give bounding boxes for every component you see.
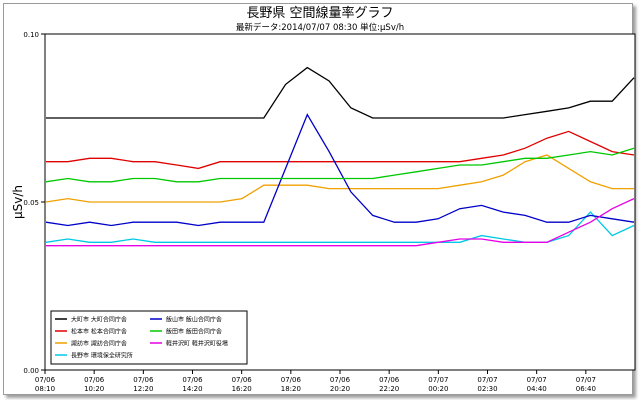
x-tick-label-date: 07/06 <box>182 376 203 384</box>
series-line-0 <box>46 66 635 119</box>
legend-box <box>50 310 248 365</box>
x-tick-label-date: 07/06 <box>84 376 105 384</box>
x-tick-label-time: 10:20 <box>84 385 104 393</box>
chart-subtitle: 最新データ:2014/07/07 08:30 単位:μSv/h <box>236 22 404 33</box>
x-tick-label-date: 07/07 <box>527 376 547 384</box>
x-tick-label-date: 07/06 <box>330 376 351 384</box>
chart-title: 長野県 空間線量率グラフ <box>246 5 393 21</box>
y-tick-label: 0.05 <box>23 199 39 207</box>
legend-label: 諏訪市 諏訪合同庁舎 <box>71 340 127 348</box>
x-tick-label-date: 07/07 <box>477 376 497 384</box>
x-tick-label-date: 07/07 <box>576 376 596 384</box>
legend-label: 大町市 大町合同庁舎 <box>71 316 127 324</box>
legend-label: 飯山市 飯山合同庁舎 <box>166 316 222 324</box>
series-line-5 <box>45 147 635 183</box>
x-tick-label-date: 07/06 <box>281 376 302 384</box>
x-tick-label-time: 16:20 <box>232 385 252 393</box>
x-tick-label-time: 22:20 <box>379 385 399 393</box>
legend-label: 飯田市 飯田合同庁舎 <box>166 328 222 336</box>
x-tick-label-date: 07/07 <box>428 376 448 384</box>
x-tick-label-time: 14:20 <box>182 385 202 393</box>
x-tick-label-date: 07/06 <box>379 376 400 384</box>
legend-label: 軽井沢町 軽井沢町役場 <box>166 340 228 348</box>
x-ticks: 07/0608:1007/0610:2007/0612:2007/0614:20… <box>35 370 596 393</box>
x-tick-label-time: 20:20 <box>330 385 350 393</box>
x-tick-label-date: 07/06 <box>133 376 154 384</box>
series-line-6 <box>46 198 635 247</box>
x-tick-label-date: 07/06 <box>35 376 56 384</box>
legend-label: 松本市 松本合同庁舎 <box>71 328 127 336</box>
y-tick-label: 0.10 <box>23 31 39 39</box>
y-axis-label: μSv/h <box>11 185 25 219</box>
y-ticks: 0.00 0.05 0.10 <box>23 31 45 375</box>
legend-label: 長野市 環境保全研究所 <box>71 352 133 360</box>
x-tick-label-time: 04:40 <box>527 385 547 393</box>
x-tick-label-time: 00:20 <box>428 385 448 393</box>
x-tick-label-time: 06:40 <box>576 385 596 393</box>
series-lines <box>45 66 635 247</box>
series-line-4 <box>45 113 635 227</box>
x-tick-label-time: 02:30 <box>477 385 497 393</box>
x-tick-label-time: 18:20 <box>281 385 301 393</box>
x-tick-label-time: 12:20 <box>133 385 153 393</box>
x-tick-label-time: 08:10 <box>35 385 55 393</box>
x-tick-label-date: 07/06 <box>232 376 253 384</box>
series-line-1 <box>46 130 635 170</box>
y-tick-label: 0.00 <box>23 367 39 375</box>
